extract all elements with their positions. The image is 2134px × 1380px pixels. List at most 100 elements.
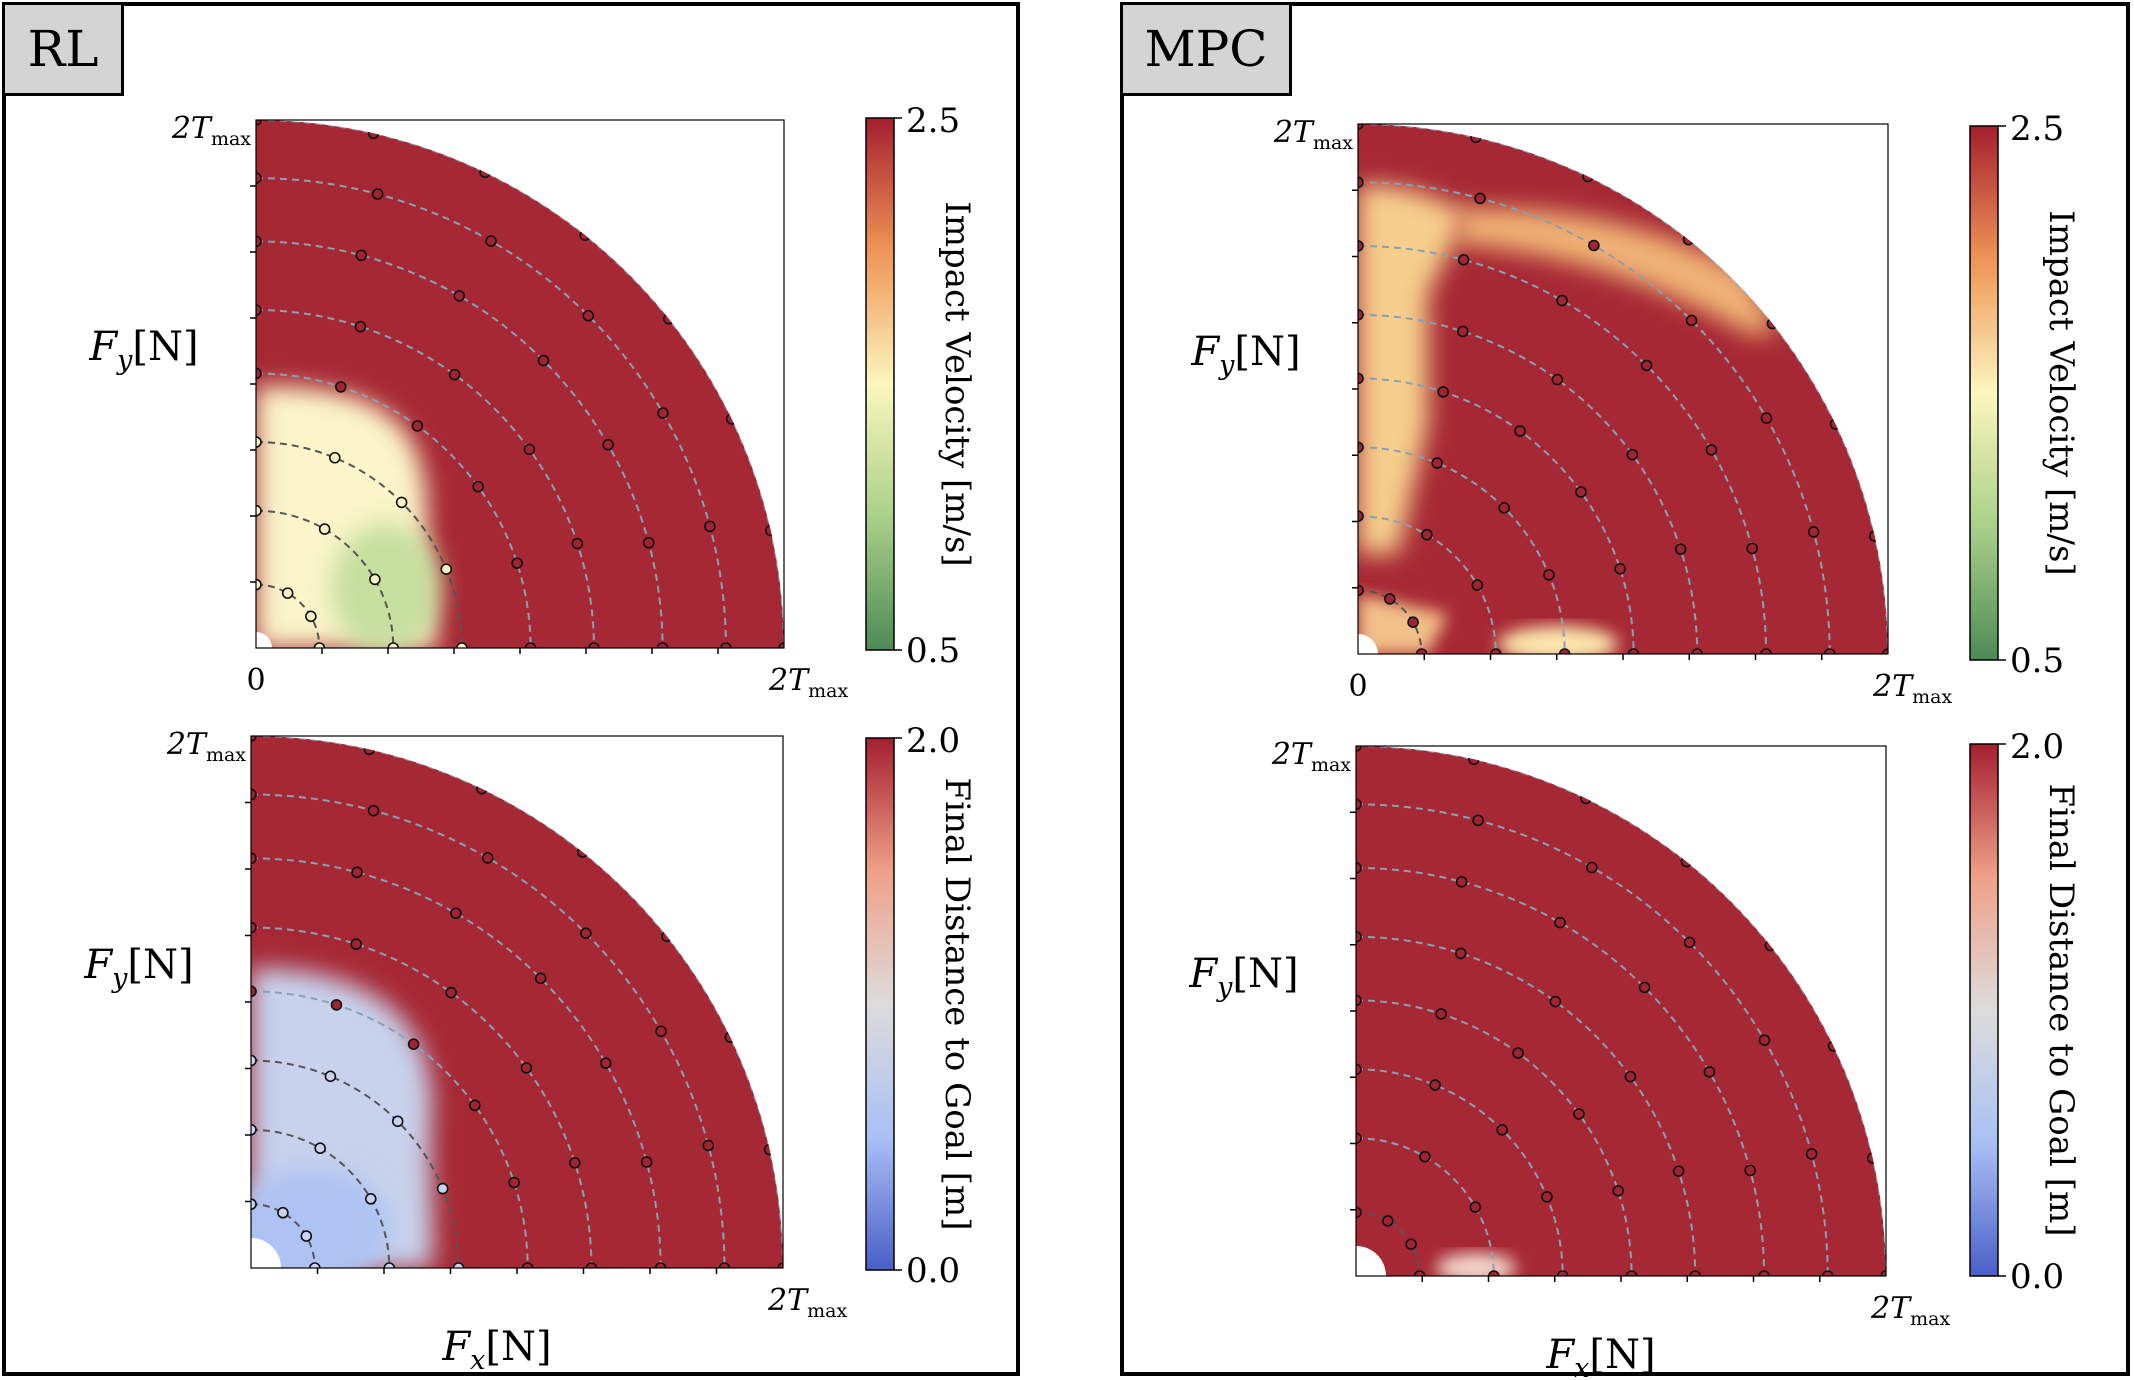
level-line <box>1356 935 1697 1276</box>
sample-point <box>654 1262 667 1268</box>
colorbar-min: 0.5 <box>906 631 960 671</box>
sample-point <box>1705 444 1718 456</box>
heatmap-2 <box>1358 124 1888 654</box>
colorbar-label: Final Distance to Goal [m] <box>937 778 977 1231</box>
sample-point <box>256 367 262 380</box>
sample-point <box>251 852 257 865</box>
level-line <box>1356 866 1766 1276</box>
sample-point <box>642 536 655 549</box>
sample-point <box>436 1182 449 1195</box>
x-max-label: 2Tmax <box>1872 669 1952 708</box>
sample-point <box>1588 239 1600 252</box>
sample-point <box>1512 1047 1524 1059</box>
sample-point <box>1358 441 1364 454</box>
sample-point <box>1625 1270 1638 1276</box>
sample-point <box>1626 448 1639 461</box>
plot-4 <box>1350 745 1887 1282</box>
sample-point <box>355 249 368 262</box>
level-line <box>1358 589 1423 654</box>
sample-point <box>330 999 343 1011</box>
sample-point <box>1472 814 1484 827</box>
sample-point <box>1471 579 1484 591</box>
sample-point <box>1683 936 1696 949</box>
sample-point <box>281 587 294 599</box>
sample-point <box>1807 526 1820 538</box>
sample-point <box>511 557 523 569</box>
sample-point <box>300 1230 313 1242</box>
level-line <box>251 736 783 1268</box>
sample-point <box>661 930 673 943</box>
sample-point <box>1823 648 1836 654</box>
sample-point <box>440 563 453 575</box>
sample-point <box>485 235 497 247</box>
sample-point <box>508 1176 520 1189</box>
sample-point <box>1358 176 1364 189</box>
colorbar-min: 0.0 <box>2010 1257 2064 1297</box>
sample-point <box>481 852 494 864</box>
panel-rl-tag: RL <box>2 2 124 96</box>
sample-point <box>1407 616 1419 629</box>
y-max-label: 2Tmax <box>1273 115 1353 154</box>
plot-2 <box>1352 123 1889 660</box>
sample-point <box>571 537 584 550</box>
level-line <box>1358 181 1831 654</box>
sample-point <box>367 804 380 817</box>
sample-point <box>314 1142 326 1155</box>
sample-point <box>363 743 376 756</box>
sample-point <box>1882 648 1888 654</box>
sample-point <box>1760 648 1772 654</box>
sample-point <box>523 443 536 456</box>
sample-point <box>1514 425 1526 437</box>
sample-point <box>251 1198 257 1210</box>
light-patch <box>1436 1253 1516 1276</box>
sample-point <box>1682 233 1695 246</box>
band-bottom-light <box>1498 626 1618 654</box>
sample-point <box>256 578 262 591</box>
level-line <box>251 1203 316 1268</box>
sample-point <box>1356 1132 1362 1144</box>
heatmap-base <box>1356 746 1886 1276</box>
sample-point <box>1496 1124 1508 1136</box>
sample-point <box>256 436 262 448</box>
colorbar-max: 2.0 <box>906 721 960 761</box>
sample-point <box>579 229 592 241</box>
sample-point <box>256 504 262 517</box>
sample-point <box>256 172 262 184</box>
level-line <box>1358 515 1497 654</box>
level-line <box>1358 313 1699 654</box>
sample-point <box>1488 1270 1500 1276</box>
sample-point <box>395 496 408 509</box>
sample-point <box>411 420 424 432</box>
colorbar-max: 2.0 <box>2010 727 2064 767</box>
sample-point <box>1429 1079 1441 1091</box>
band-top <box>1458 208 1778 334</box>
sample-point <box>585 1262 598 1268</box>
level-line <box>251 926 593 1268</box>
sample-point <box>1556 294 1568 307</box>
sample-point <box>448 368 461 381</box>
level-line <box>1356 1211 1421 1276</box>
sample-point <box>1866 1152 1879 1164</box>
sample-point <box>1821 1270 1834 1276</box>
blue-patch <box>251 1168 391 1268</box>
sample-point <box>602 438 614 451</box>
level-line <box>251 857 662 1268</box>
sample-point <box>1356 1206 1362 1219</box>
sample-point <box>1674 543 1687 555</box>
sample-point <box>1415 648 1428 654</box>
sample-point <box>655 1025 667 1038</box>
sample-point <box>476 782 488 795</box>
sample-point <box>1827 1040 1840 1052</box>
sample-point <box>445 986 457 999</box>
sample-point <box>1358 584 1364 597</box>
sample-point <box>725 413 738 425</box>
sample-point <box>588 642 600 648</box>
colorbar-4 <box>1969 743 1999 1277</box>
sample-point <box>524 642 537 648</box>
level-line <box>256 177 727 648</box>
sample-point <box>1805 1148 1818 1160</box>
level-line <box>1356 803 1829 1276</box>
sample-point <box>1437 386 1449 398</box>
sample-point <box>720 642 732 648</box>
